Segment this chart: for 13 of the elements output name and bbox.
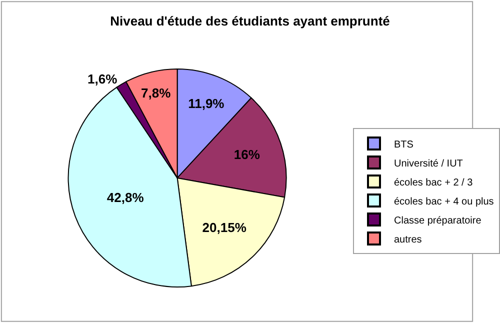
legend-label: BTS: [394, 139, 414, 150]
data-label: 7,8%: [140, 85, 172, 100]
data-label: 16%: [234, 147, 260, 162]
data-label: 1,6%: [87, 71, 118, 86]
legend-label: écoles bac + 4 ou plus: [394, 196, 494, 208]
legend-label: écoles bac + 2 / 3: [394, 177, 474, 188]
legend-label: autres: [394, 234, 422, 246]
legend-label: Université / IUT: [394, 158, 463, 170]
legend-label: Classe préparatoire: [394, 215, 482, 226]
data-label: 20,15%: [202, 220, 247, 236]
chart-title: Niveau d'étude des étudiants ayant emprunté: [110, 14, 390, 29]
data-label: 42,8%: [106, 190, 144, 205]
data-label: 11,9%: [188, 96, 225, 112]
